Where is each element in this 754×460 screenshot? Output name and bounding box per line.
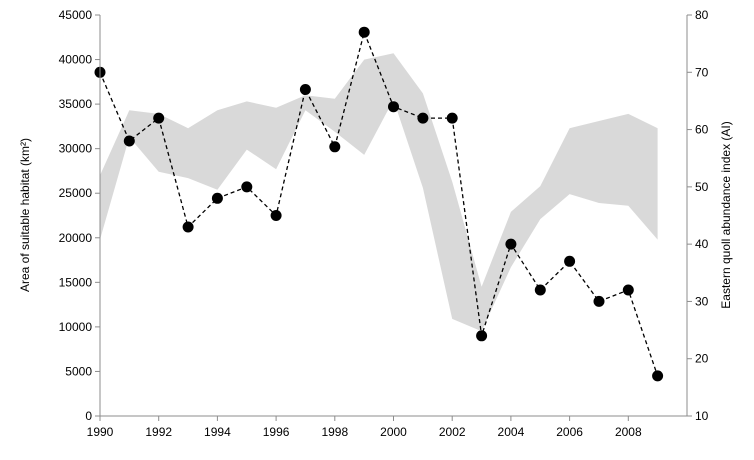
x-tick-label: 2008 — [615, 425, 642, 439]
abundance-point — [622, 284, 634, 296]
abundance-point — [182, 221, 194, 233]
y-axis-right-title: Eastern quoll abundance index (AI) — [719, 121, 733, 308]
y-left-tick-label: 5000 — [65, 364, 92, 378]
abundance-point — [564, 255, 576, 267]
abundance-point — [299, 84, 311, 95]
abundance-point — [652, 370, 664, 382]
habitat-area-band — [100, 53, 658, 332]
x-tick-label: 2004 — [498, 425, 525, 439]
y-left-tick-label: 0 — [85, 409, 92, 423]
y-left-tick-label: 15000 — [59, 275, 93, 289]
y-left-tick-label: 45000 — [59, 8, 93, 22]
x-tick-label: 1996 — [263, 425, 290, 439]
abundance-point — [417, 112, 429, 124]
x-tick-label: 2000 — [380, 425, 407, 439]
y-left-tick-label: 30000 — [59, 142, 93, 156]
axes-layer: 1990 1992 1994 1996 1998 2000 2002 2004 2006 2008… — [59, 8, 709, 439]
y-right-tick-label: 50 — [695, 180, 709, 194]
y-right-tick-label: 60 — [695, 123, 709, 137]
abundance-point — [211, 192, 223, 204]
abundance-point — [388, 101, 399, 113]
y-left-tick-label: 40000 — [59, 53, 93, 67]
abundance-point — [153, 112, 165, 124]
x-tick-label: 1990 — [87, 425, 114, 439]
abundance-point — [270, 210, 282, 221]
y-right-tick-label: 40 — [695, 237, 709, 251]
y-right-tick-label: 10 — [695, 409, 709, 423]
y-left-tick-label: 25000 — [59, 186, 93, 200]
y-left-tick-label: 20000 — [59, 231, 93, 245]
x-tick-label: 2002 — [439, 425, 466, 439]
y-left-tick-label: 10000 — [59, 320, 93, 334]
abundance-point — [446, 112, 458, 124]
abundance-point — [534, 284, 546, 296]
x-tick-label: 1998 — [321, 425, 348, 439]
abundance-point — [593, 295, 605, 307]
y-right-tick-label: 30 — [695, 294, 709, 308]
x-tick-label: 2006 — [556, 425, 583, 439]
y-right-tick-label: 80 — [695, 8, 709, 22]
x-tick-label: 1992 — [145, 425, 172, 439]
habitat-area-band-layer — [100, 53, 658, 332]
abundance-point — [476, 330, 488, 342]
abundance-series-line — [99, 30, 659, 377]
y-right-tick-label: 70 — [695, 65, 709, 79]
y-left-tick-label: 35000 — [59, 97, 93, 111]
abundance-point — [241, 181, 253, 193]
abundance-point — [358, 26, 370, 38]
abundance-point — [329, 141, 341, 153]
abundance-series-layer — [94, 26, 664, 382]
abundance-point — [505, 238, 517, 250]
y-axis-left-title: Area of suitable habitat (km²) — [18, 138, 32, 292]
y-right-tick-label: 20 — [695, 352, 709, 366]
x-tick-label: 1994 — [204, 425, 231, 439]
abundance-point — [123, 135, 135, 147]
